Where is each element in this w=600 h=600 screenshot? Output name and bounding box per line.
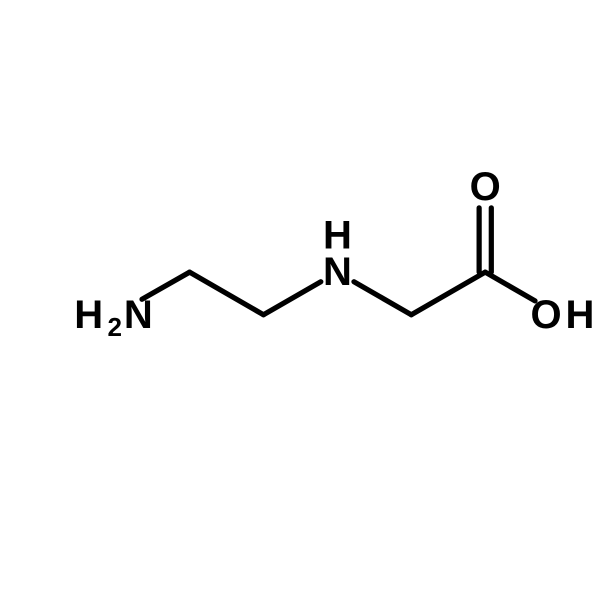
svg-text:H: H — [74, 293, 103, 337]
atom-OH: OH — [531, 293, 595, 337]
atom-NH2: H2N — [74, 293, 152, 342]
svg-text:N: N — [124, 293, 153, 337]
molecule-diagram: H2NHNOOH — [0, 0, 600, 600]
svg-text:O: O — [470, 165, 501, 209]
svg-text:2: 2 — [108, 312, 123, 342]
atom-label-layer: H2NHNOOH — [74, 165, 594, 342]
svg-text:N: N — [323, 250, 352, 294]
svg-text:H: H — [566, 293, 595, 337]
atom-O_db: O — [470, 165, 501, 209]
atom-NH: HN — [323, 214, 352, 295]
svg-text:O: O — [531, 293, 562, 337]
